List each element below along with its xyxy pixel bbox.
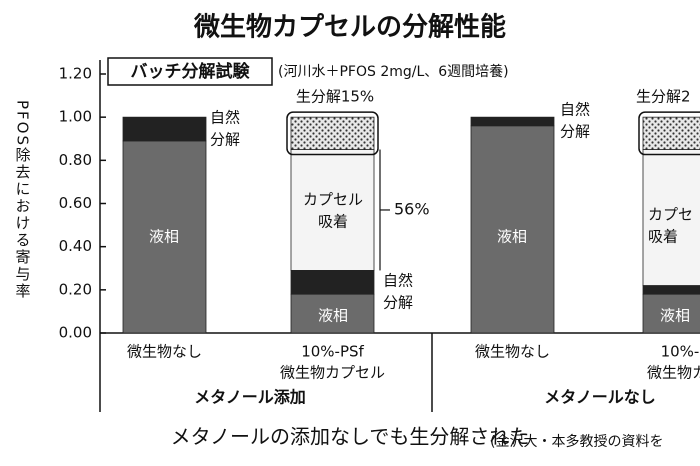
y-tick-label: 1.20 (59, 65, 92, 83)
bar-segment (642, 116, 700, 150)
bar-segment (642, 285, 700, 295)
x-tick-label: 微生物カプセル (280, 364, 385, 382)
y-tick-label: 0.00 (59, 324, 92, 342)
annotation: 吸着 (648, 228, 678, 246)
subtitle-box-text: バッチ分解試験 (131, 61, 251, 82)
annotation: カプセ (648, 206, 693, 224)
highlight-box (286, 111, 379, 156)
annotation: 自然 (560, 101, 590, 119)
annotation: 生分解2 (636, 88, 691, 106)
caption: メタノールの添加なしでも生分解された (171, 425, 530, 449)
y-tick-label: 0.20 (59, 280, 92, 298)
group-label: メタノール添加 (194, 388, 306, 407)
x-tick-label: 10%-P (661, 343, 700, 361)
value-label: 56% (394, 199, 430, 218)
highlight-box (638, 111, 700, 156)
bar-segment (290, 149, 375, 271)
bar-segment (122, 116, 207, 142)
bar-segment (290, 293, 375, 334)
bar-segment (122, 140, 207, 334)
subtitle: (河川水＋PFOS 2mg/L、6週間培養) (278, 63, 509, 80)
annotation: 分解 (383, 294, 413, 312)
y-tick-label: 0.60 (59, 194, 92, 212)
annotation: 分解 (560, 123, 590, 141)
annotation: 液相 (660, 307, 690, 325)
x-tick-label: 10%-PSf (301, 343, 364, 361)
annotation: 液相 (318, 307, 348, 325)
y-tick-label: 1.00 (59, 108, 92, 126)
y-axis-label: PFOS除去における寄与率 (14, 100, 32, 300)
annotation: 分解 (210, 131, 240, 149)
source: (金沢大・本多教授の資料を (490, 433, 663, 450)
x-tick-label: 微生物カプ (647, 364, 700, 382)
bar-segment (470, 116, 555, 127)
y-tick-label: 0.80 (59, 151, 92, 169)
x-tick-label: 微生物なし (127, 343, 202, 361)
bar-segment (290, 270, 375, 295)
annotation: カプセル (303, 191, 363, 209)
annotation: 自然 (383, 272, 413, 290)
chart-title: 微生物カプセルの分解性能 (193, 12, 506, 43)
bar-segment (642, 149, 700, 286)
bar-segment (642, 293, 700, 334)
annotation: 自然 (210, 109, 240, 127)
group-label: メタノールなし (544, 388, 656, 407)
annotation: 生分解15% (296, 88, 374, 106)
y-tick-label: 0.40 (59, 237, 92, 255)
annotation: 液相 (149, 228, 179, 246)
annotation: 吸着 (318, 213, 348, 231)
bar-segment (470, 125, 555, 334)
bar-segment (290, 116, 375, 150)
annotation: 液相 (497, 228, 527, 246)
subtitle-box (107, 57, 273, 86)
x-tick-label: 微生物なし (475, 343, 550, 361)
